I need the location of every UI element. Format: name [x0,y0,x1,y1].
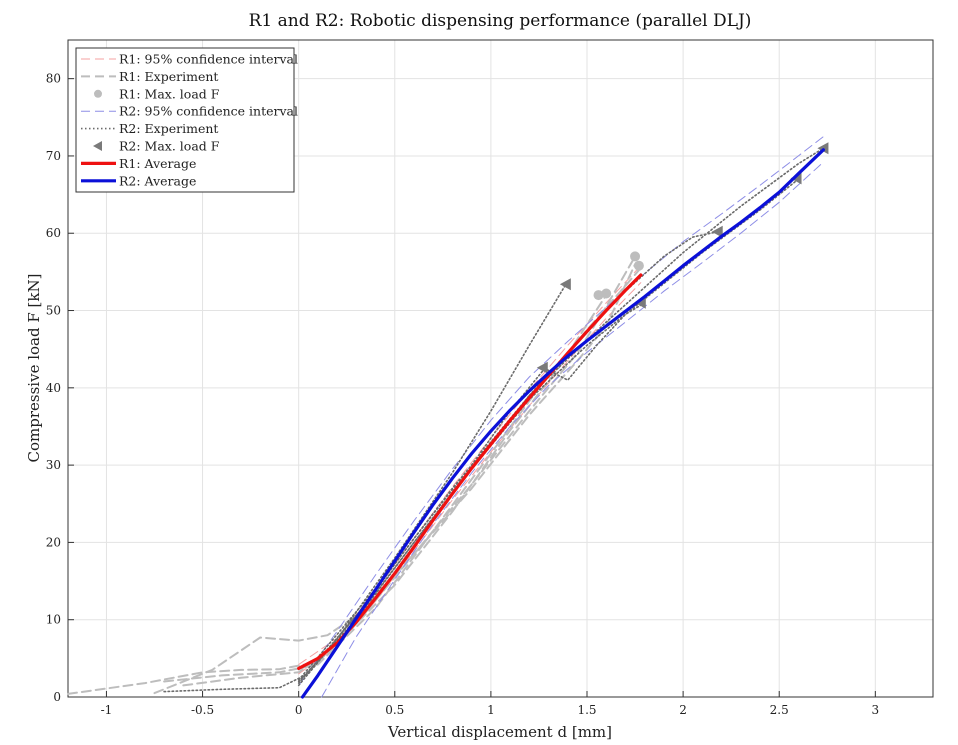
x-tick-label: 2 [679,703,687,717]
series-r1_avg [297,273,643,670]
legend-box [75,47,295,193]
x-axis-label: Vertical displacement d [mm] [387,723,612,741]
y-tick-label: 80 [46,72,61,86]
series-r1_max [593,251,644,301]
x-tick-label: 0.5 [385,703,404,717]
y-tick-label: 20 [46,535,61,549]
r1-max-load-point [601,288,612,299]
y-tick-label: 0 [53,690,61,704]
legend-label: R2: Average [119,173,196,188]
y-axis-label: Compressive load F [kN] [25,274,43,463]
legend-label: R2: Experiment [119,121,218,136]
chart-title: R1 and R2: Robotic dispensing performanc… [249,11,752,31]
legend-label: R1: Max. load F [119,86,220,101]
r1_ci-line [298,282,642,675]
r2_ci-line [321,161,824,698]
series-experiment [67,255,642,695]
plot-area-frame [67,39,934,698]
r2-max-load-point [536,361,548,374]
series-layer [67,136,829,699]
y-tick-label: 70 [46,149,61,163]
y-tick-label: 30 [46,458,61,472]
r2_experiment-line [297,147,825,681]
x-tick-label: 0 [295,703,303,717]
legend-label: R1: 95% confidence interval [119,52,298,67]
r2-max-load-point [711,225,723,238]
r2_experiment-line [297,302,646,687]
legend-marker-circle [94,89,102,98]
legend: R1: 95% confidence interval R1: Experimen… [75,47,298,193]
r1-max-load-point [633,260,644,271]
x-tick-label: 1 [487,703,495,717]
experiment-line [182,294,608,687]
y-tick-label: 60 [46,226,61,240]
r2-max-load-point [559,278,571,291]
y-tick-label: 50 [46,304,61,318]
r2-max-load-point [817,142,829,155]
r2_experiment-line [163,283,567,693]
series-r2_ci [298,136,824,698]
x-tick-label: 1.5 [577,703,596,717]
x-tick-label: -0.5 [191,703,214,717]
legend-label: R2: 95% confidence interval [119,104,298,119]
r2_ci-line [298,136,824,686]
x-tick-label: -1 [101,703,113,717]
legend-label: R2: Max. load F [119,139,220,154]
series-r2_avg [300,148,825,699]
r1-max-load-point [593,290,604,301]
legend-label: R1: Average [119,156,196,171]
y-tick-label: 10 [46,613,61,627]
y-tick-label: 40 [46,381,61,395]
legend-label: R1: Experiment [119,69,218,84]
r1-max-load-point [630,251,641,262]
x-tick-label: 2.5 [770,703,789,717]
grid [68,40,933,698]
series-r2_experiment [163,147,825,693]
x-tick-label: 3 [872,703,880,717]
r2_avg-line [300,148,825,699]
r1_avg-line [297,273,643,670]
legend-marker-triangle [93,141,102,151]
